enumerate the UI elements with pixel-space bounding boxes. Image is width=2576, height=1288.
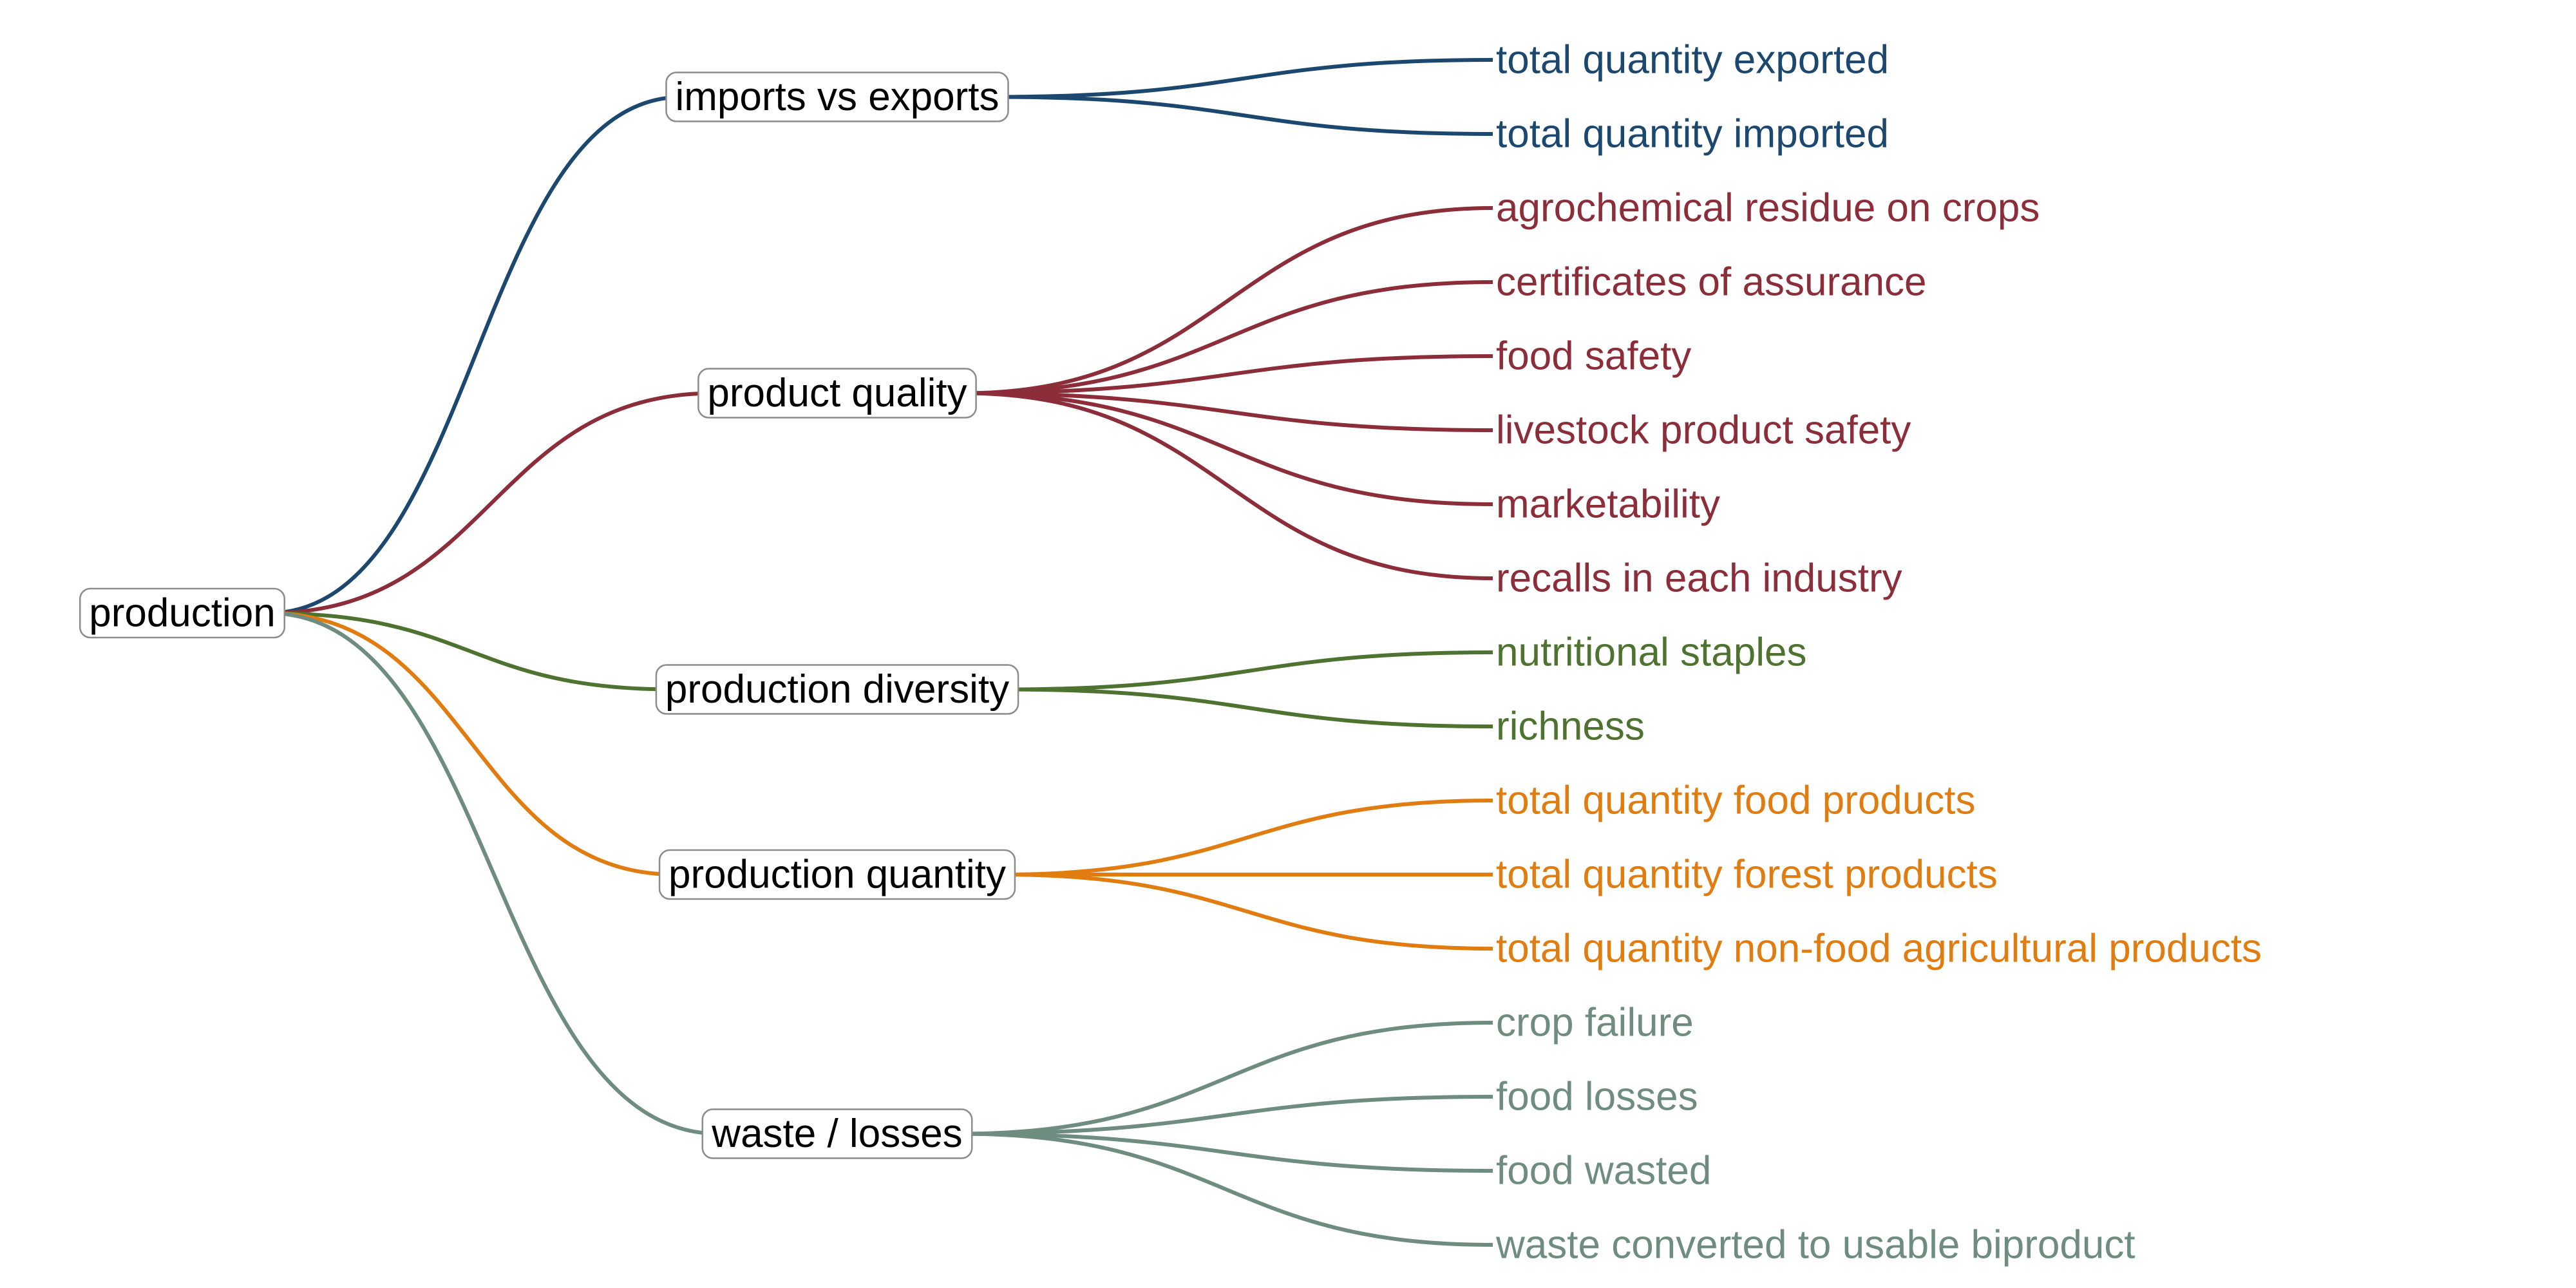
branch-node-production-diversity: production diversity bbox=[655, 664, 1019, 715]
root-link-imports-vs-exports bbox=[268, 95, 683, 615]
leaf-label-nutritional-staples: nutritional staples bbox=[1496, 630, 1807, 675]
leaf-label-certificates-of-assurance: certificates of assurance bbox=[1496, 260, 1927, 305]
root-node: production bbox=[79, 587, 286, 639]
leaf-label-recalls-in-each-industry: recalls in each industry bbox=[1496, 556, 1902, 601]
branch-node-label: waste / losses bbox=[711, 1112, 962, 1156]
leaf-label-total-quantity-food-products: total quantity food products bbox=[1496, 779, 1975, 823]
leaf-label-livestock-product-safety: livestock product safety bbox=[1496, 408, 1911, 453]
branch-nodes: imports vs exports product quality product… bbox=[655, 71, 1019, 1159]
branch-node-box bbox=[697, 368, 977, 419]
branch-node-label: production quantity bbox=[668, 853, 1006, 897]
branch-node-box bbox=[655, 664, 1019, 715]
branch-node-box bbox=[658, 849, 1016, 900]
tree-links bbox=[268, 58, 1493, 1247]
leaf-link bbox=[1005, 687, 1493, 728]
leaf-label-food-losses: food losses bbox=[1496, 1075, 1698, 1119]
leaf-label-waste-converted-to-usable-biproduct: waste converted to usable biproduct bbox=[1495, 1223, 2136, 1267]
leaf-link bbox=[959, 1021, 1493, 1136]
root-link-production-diversity bbox=[268, 611, 672, 692]
branch-node-label: product quality bbox=[707, 371, 967, 415]
leaf-label-total-quantity-imported: total quantity imported bbox=[1496, 112, 1889, 156]
branch-node-imports-vs-exports: imports vs exports bbox=[665, 71, 1009, 122]
leaf-link bbox=[1001, 873, 1493, 951]
leaf-labels: total quantity exported total quantity im… bbox=[1495, 38, 2262, 1267]
leaf-link bbox=[959, 1095, 1493, 1136]
branch-node-product-quality: product quality bbox=[697, 368, 977, 419]
branch-node-production-quantity: production quantity bbox=[658, 849, 1016, 900]
leaf-label-marketability: marketability bbox=[1496, 482, 1720, 527]
branch-node-waste-losses: waste / losses bbox=[701, 1108, 973, 1159]
leaf-label-food-wasted: food wasted bbox=[1496, 1149, 1711, 1193]
leaf-link bbox=[959, 1132, 1493, 1247]
root-link-production-quantity bbox=[268, 611, 676, 876]
root-link-product-quality bbox=[268, 391, 715, 615]
leaf-label-total-quantity-non-food-agricultural-products: total quantity non-food agricultural pro… bbox=[1496, 927, 2262, 971]
branch-node-box bbox=[701, 1108, 973, 1159]
root-node-box bbox=[79, 587, 286, 639]
leaf-label-total-quantity-forest-products: total quantity forest products bbox=[1496, 853, 1998, 897]
leaf-link bbox=[963, 280, 1493, 395]
leaf-link bbox=[963, 206, 1493, 395]
leaf-link bbox=[995, 58, 1493, 99]
branch-node-label: production diversity bbox=[665, 667, 1009, 712]
leaf-link bbox=[959, 1132, 1493, 1173]
root-link-waste-losses bbox=[268, 611, 719, 1136]
root-node-label: production bbox=[89, 591, 276, 636]
leaf-link bbox=[995, 95, 1493, 136]
leaf-label-agrochemical-residue-on-crops: agrochemical residue on crops bbox=[1496, 186, 2040, 231]
leaf-link bbox=[963, 391, 1493, 580]
leaf-link bbox=[1001, 799, 1493, 876]
leaf-label-crop-failure: crop failure bbox=[1496, 1001, 1694, 1045]
leaf-link bbox=[963, 391, 1493, 506]
leaf-link bbox=[963, 354, 1493, 395]
leaf-label-food-safety: food safety bbox=[1496, 334, 1691, 379]
leaf-link bbox=[1005, 650, 1493, 692]
branch-node-box bbox=[665, 71, 1009, 122]
branch-node-label: imports vs exports bbox=[675, 75, 999, 119]
leaf-label-richness: richness bbox=[1496, 705, 1645, 749]
leaf-label-total-quantity-exported: total quantity exported bbox=[1496, 38, 1889, 82]
leaf-link bbox=[963, 391, 1493, 432]
